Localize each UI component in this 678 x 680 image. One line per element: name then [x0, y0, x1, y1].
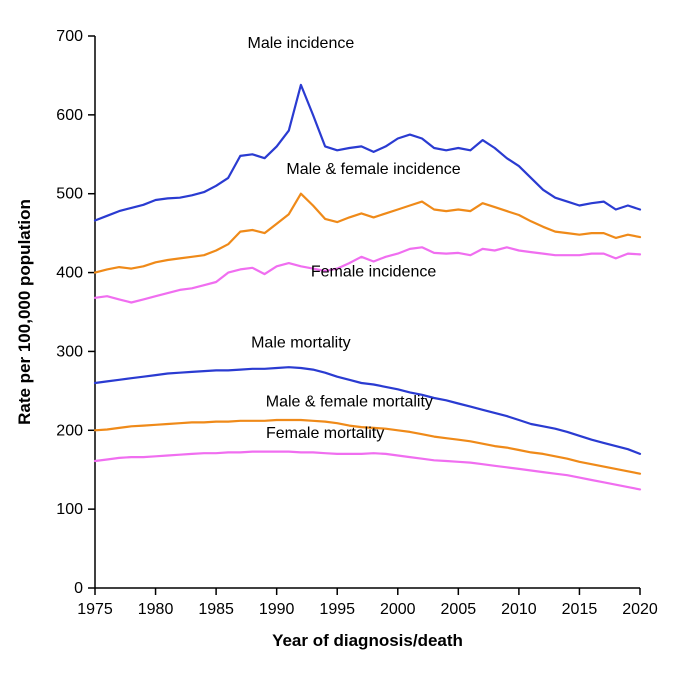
y-tick-label: 100	[56, 501, 83, 518]
y-tick-label: 400	[56, 265, 83, 282]
x-tick-label: 2000	[380, 601, 416, 618]
series-label: Female mortality	[266, 425, 384, 442]
series-label: Male incidence	[248, 35, 355, 52]
line-chart: 0 100 200 300 400 500 600 700 1975 1980 1985 1990 19…	[0, 0, 678, 680]
x-tick-label: 1975	[77, 601, 113, 618]
x-tick-label: 1995	[319, 601, 355, 618]
series-label: Male mortality	[251, 334, 351, 351]
x-tick-label: 2015	[562, 601, 598, 618]
series-label: Female incidence	[311, 264, 437, 281]
x-tick-label: 1980	[138, 601, 174, 618]
x-tick-label: 1990	[259, 601, 295, 618]
y-tick-label: 0	[74, 580, 83, 597]
x-tick-label: 2005	[441, 601, 477, 618]
x-tick-label: 2020	[622, 601, 658, 618]
y-tick-label: 500	[56, 186, 83, 203]
y-tick-label: 700	[56, 28, 83, 45]
series-label: Male & female incidence	[286, 161, 460, 178]
y-tick-label: 300	[56, 343, 83, 360]
series-label: Male & female mortality	[266, 394, 433, 411]
x-axis-title: Year of diagnosis/death	[272, 631, 463, 650]
y-tick-label: 600	[56, 107, 83, 124]
y-tick-label: 200	[56, 422, 83, 439]
y-axis-title: Rate per 100,000 population	[15, 199, 34, 425]
x-tick-label: 2010	[501, 601, 537, 618]
x-tick-label: 1985	[198, 601, 234, 618]
chart-container: 0 100 200 300 400 500 600 700 1975 1980 1985 1990 19…	[0, 0, 678, 680]
